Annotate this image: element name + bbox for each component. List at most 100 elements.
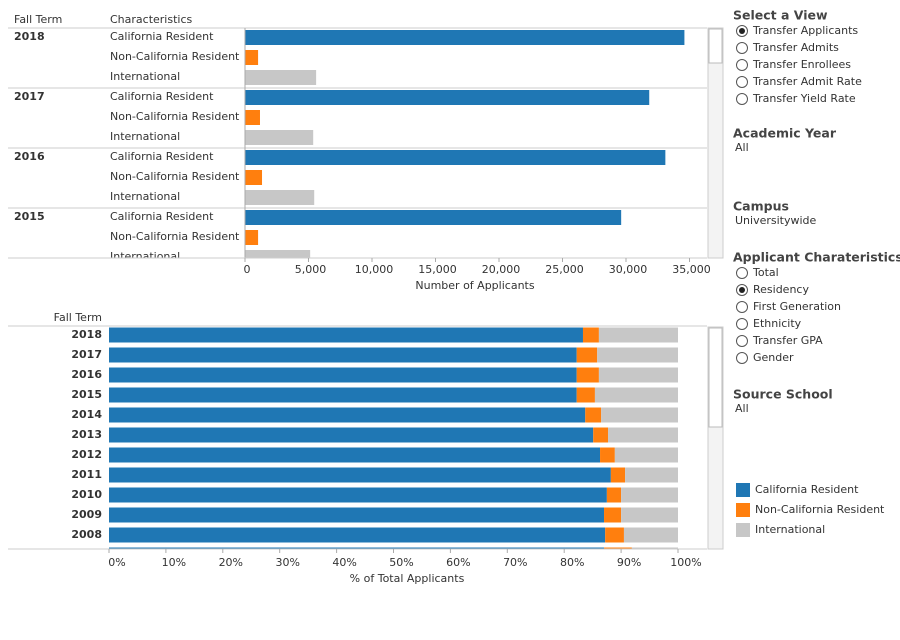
x-tick-label: 30,000	[609, 263, 648, 276]
term-label: 2012	[71, 448, 102, 461]
radio-button[interactable]	[736, 335, 748, 347]
x-tick-label: 20%	[219, 556, 243, 569]
term-label: 2009	[71, 508, 102, 521]
radio-button[interactable]	[736, 267, 748, 279]
bar-segment	[604, 547, 632, 549]
bar-segment	[597, 347, 678, 363]
legend-swatch	[736, 483, 750, 497]
radio-button[interactable]	[736, 301, 748, 313]
bar-segment	[582, 327, 599, 343]
row-label: International	[110, 250, 180, 263]
x-tick-label: 100%	[670, 556, 701, 569]
filter-title: Select a View	[733, 8, 828, 23]
filter-title: Academic Year	[733, 126, 837, 141]
legend-swatch	[736, 523, 750, 537]
row-label: International	[110, 130, 180, 143]
radio-label[interactable]: Transfer Applicants	[752, 24, 858, 37]
radio-label[interactable]: Transfer GPA	[752, 334, 823, 347]
bar-segment	[109, 547, 605, 549]
x-tick-label: 70%	[503, 556, 527, 569]
bar-segment	[576, 387, 595, 403]
x-axis-label: % of Total Applicants	[350, 572, 465, 585]
radio-label[interactable]: First Generation	[753, 300, 841, 313]
scroll-thumb[interactable]	[708, 28, 723, 64]
x-tick-label: 60%	[446, 556, 470, 569]
row-label: California Resident	[110, 210, 214, 223]
legend-label: California Resident	[755, 483, 859, 496]
scroll-thumb[interactable]	[708, 327, 723, 428]
radio-label[interactable]: Ethnicity	[753, 317, 802, 330]
x-tick-label: 0%	[108, 556, 125, 569]
radio-label[interactable]: Residency	[753, 283, 809, 296]
row-label: International	[110, 190, 180, 203]
x-axis-label: Number of Applicants	[415, 279, 534, 292]
term-label: 2018	[14, 30, 45, 43]
bar-segment	[109, 327, 583, 343]
x-tick-label: 90%	[617, 556, 641, 569]
radio-dot	[739, 28, 745, 34]
bar	[245, 250, 311, 258]
radio-button[interactable]	[736, 76, 748, 88]
bar	[245, 70, 317, 85]
bar-segment	[631, 547, 678, 549]
radio-label[interactable]: Transfer Enrollees	[752, 58, 851, 71]
radio-button[interactable]	[736, 93, 748, 105]
x-tick-label: 35,000	[672, 263, 711, 276]
bar-segment	[623, 527, 678, 543]
filter-title: Source School	[733, 387, 833, 402]
row-label: California Resident	[110, 90, 214, 103]
term-label: 2008	[71, 528, 102, 541]
bar-segment	[606, 487, 622, 503]
x-tick-label: 0	[244, 263, 251, 276]
row-label: California Resident	[110, 150, 214, 163]
bar-segment	[608, 427, 678, 443]
radio-button[interactable]	[736, 42, 748, 54]
radio-label[interactable]: Transfer Admit Rate	[752, 75, 862, 88]
term-label: 2016	[14, 150, 45, 163]
bar-segment	[109, 367, 577, 383]
bar	[245, 210, 622, 225]
filter-title: Campus	[733, 199, 789, 214]
bar-segment	[109, 507, 605, 523]
term-label: 2018	[71, 328, 102, 341]
top-plot: 2018 California Resident Non-California Re…	[8, 30, 707, 263]
radio-label[interactable]: Total	[752, 266, 779, 279]
filter-value[interactable]: All	[735, 402, 749, 415]
bar-segment	[598, 327, 678, 343]
bar-segment	[614, 447, 678, 463]
term-label: 2016	[71, 368, 102, 381]
row-label: Non-California Resident	[110, 110, 240, 123]
bar-segment	[109, 487, 607, 503]
radio-label[interactable]: Transfer Admits	[752, 41, 839, 54]
radio-label[interactable]: Gender	[753, 351, 794, 364]
bar-segment	[109, 427, 594, 443]
bar	[245, 150, 666, 165]
filter-title: Applicant Charateristics	[733, 250, 900, 265]
bar	[245, 130, 314, 145]
term-label: 2010	[71, 488, 102, 501]
bar	[245, 190, 315, 205]
bar-segment	[621, 487, 678, 503]
scrollbar[interactable]	[707, 27, 724, 259]
filter-value[interactable]: Universitywide	[735, 214, 817, 227]
x-tick-label: 80%	[560, 556, 584, 569]
legend-label: International	[755, 523, 825, 536]
bar-segment	[593, 427, 609, 443]
term-label: 2015	[71, 388, 102, 401]
x-tick-label: 5,000	[295, 263, 327, 276]
column-header: Characteristics	[110, 13, 193, 26]
radio-button[interactable]	[736, 318, 748, 330]
row-label: Non-California Resident	[110, 50, 240, 63]
radio-button[interactable]	[736, 59, 748, 71]
bar-segment	[605, 527, 624, 543]
radio-label[interactable]: Transfer Yield Rate	[752, 92, 856, 105]
radio-button[interactable]	[736, 352, 748, 364]
bar-segment	[109, 467, 611, 483]
legend-label: Non-California Resident	[755, 503, 885, 516]
term-label: 2007	[71, 548, 102, 561]
bar	[245, 170, 263, 185]
radio-dot	[739, 287, 745, 293]
filter-value[interactable]: All	[735, 141, 749, 154]
term-label: 2014	[71, 408, 102, 421]
term-label: 2011	[71, 468, 102, 481]
